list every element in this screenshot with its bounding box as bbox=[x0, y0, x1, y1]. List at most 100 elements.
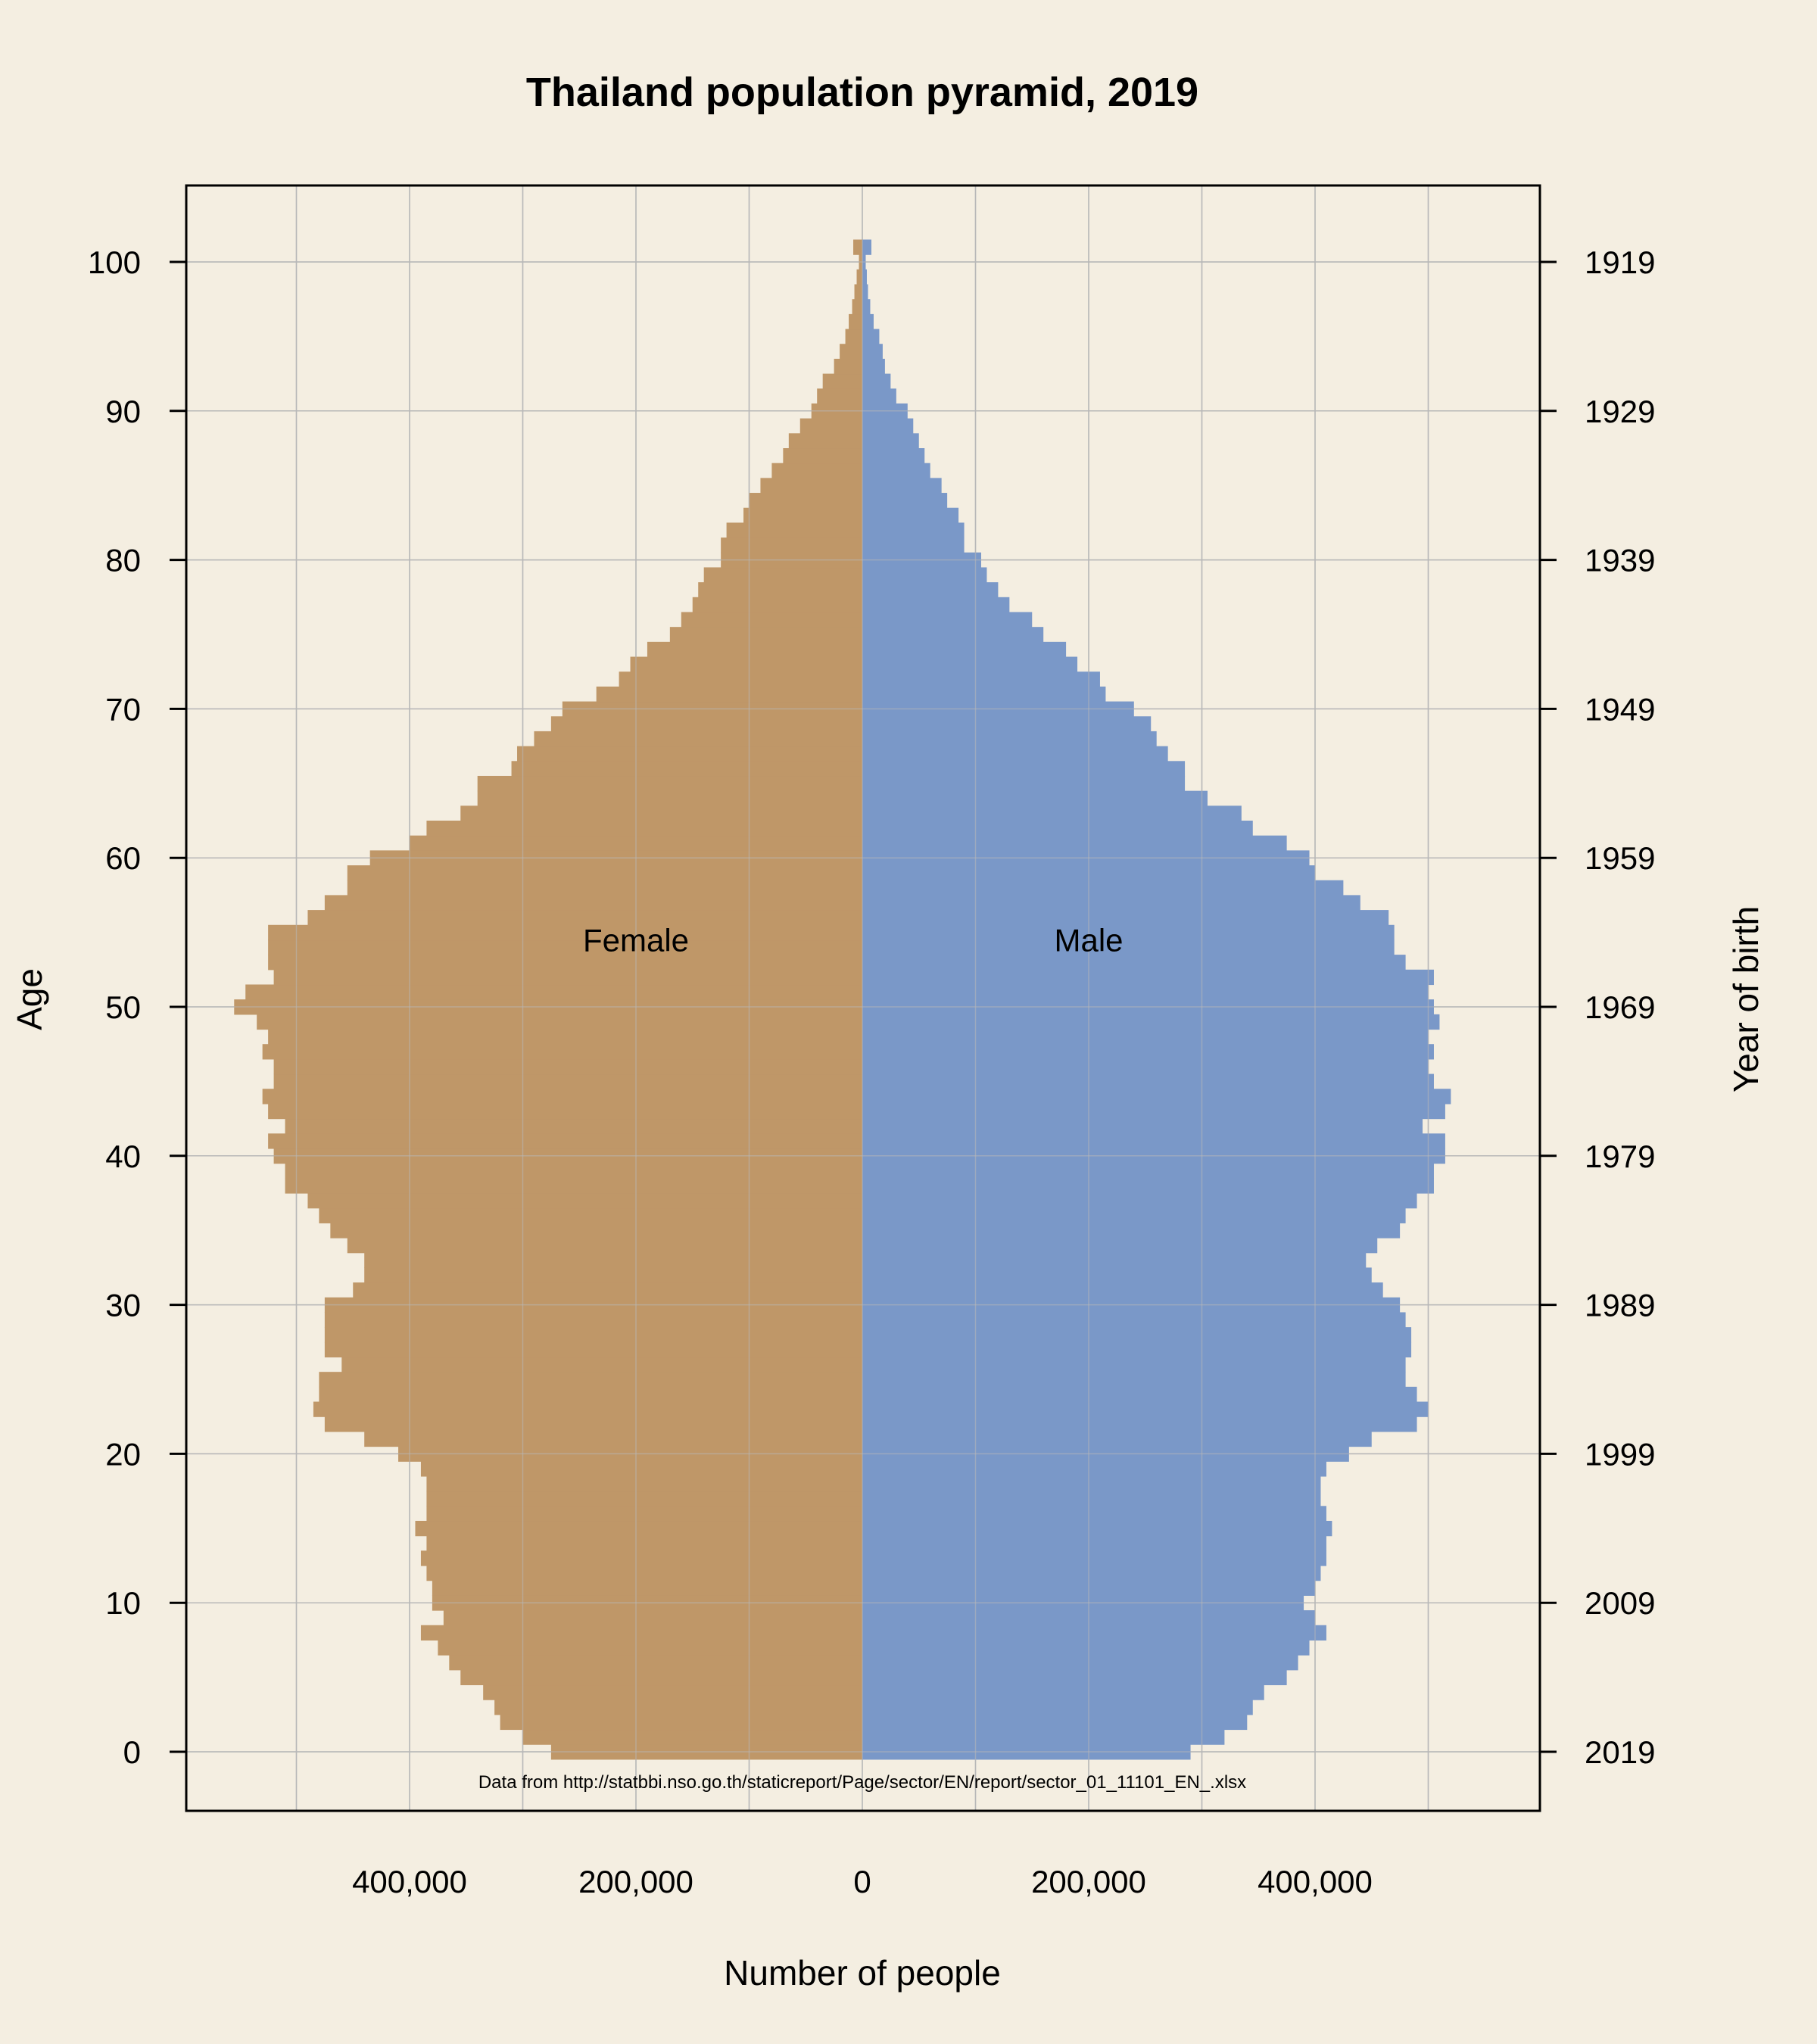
bar-male-age-37 bbox=[862, 1193, 1417, 1209]
bar-male-age-73 bbox=[862, 656, 1078, 672]
bar-female-age-59 bbox=[347, 865, 862, 881]
bar-male-age-51 bbox=[862, 984, 1429, 1000]
y-tick-label: 70 bbox=[105, 691, 141, 727]
bar-female-age-56 bbox=[307, 910, 862, 926]
bar-female-age-91 bbox=[817, 388, 862, 404]
bar-male-age-47 bbox=[862, 1044, 1434, 1060]
y-tick-label: 60 bbox=[105, 840, 141, 876]
bar-male-age-87 bbox=[862, 448, 925, 464]
bar-female-age-39 bbox=[285, 1163, 862, 1179]
y2-tick-label: 1969 bbox=[1585, 989, 1655, 1025]
bar-female-age-99 bbox=[856, 269, 862, 285]
bar-female-age-76 bbox=[681, 612, 862, 628]
bar-female-age-66 bbox=[511, 761, 862, 777]
bar-male-age-43 bbox=[862, 1103, 1445, 1120]
y2-tick-label: 1919 bbox=[1585, 245, 1655, 280]
bar-female-age-83 bbox=[743, 507, 862, 523]
bar-male-age-36 bbox=[862, 1207, 1406, 1223]
bar-female-age-13 bbox=[420, 1550, 862, 1566]
bar-female-age-23 bbox=[313, 1401, 862, 1417]
bar-male-age-13 bbox=[862, 1550, 1326, 1566]
y2-axis-title: Year of birth bbox=[1726, 906, 1766, 1092]
bar-male-age-41 bbox=[862, 1133, 1445, 1149]
bar-female-age-54 bbox=[268, 939, 862, 955]
bar-male-age-71 bbox=[862, 686, 1106, 703]
bar-male-age-23 bbox=[862, 1401, 1429, 1417]
bar-male-age-6 bbox=[862, 1655, 1298, 1671]
bar-male-age-63 bbox=[862, 805, 1242, 821]
bar-female-age-18 bbox=[426, 1475, 862, 1492]
bar-female-age-47 bbox=[262, 1044, 862, 1060]
bar-female-age-101 bbox=[853, 239, 862, 255]
bar-female-age-95 bbox=[845, 329, 862, 344]
bar-female-age-62 bbox=[426, 821, 862, 837]
bar-male-age-89 bbox=[862, 418, 914, 434]
bar-male-age-65 bbox=[862, 775, 1186, 792]
axis-ticks: 0 2019 10 2009 20 1999 30 1989 40 1979 50 1969 60 195… bbox=[88, 245, 1656, 1899]
bar-male-age-95 bbox=[862, 329, 880, 344]
bar-female-age-2 bbox=[500, 1714, 862, 1731]
bar-female-age-89 bbox=[799, 418, 862, 434]
bar-male-age-5 bbox=[862, 1669, 1287, 1686]
bar-male-age-79 bbox=[862, 567, 987, 583]
bar-female-age-14 bbox=[426, 1535, 862, 1551]
bar-male-age-94 bbox=[862, 344, 883, 360]
x-tick-label: 400,000 bbox=[352, 1864, 467, 1899]
bar-male-age-35 bbox=[862, 1223, 1401, 1239]
bar-male-age-38 bbox=[862, 1178, 1434, 1194]
bar-male-age-27 bbox=[862, 1341, 1412, 1358]
bar-male-age-78 bbox=[862, 582, 999, 598]
bar-male-age-83 bbox=[862, 507, 959, 523]
bar-female-age-38 bbox=[285, 1178, 862, 1194]
bar-male-age-81 bbox=[862, 537, 965, 553]
bar-male-age-48 bbox=[862, 1029, 1429, 1045]
y2-tick-label: 1989 bbox=[1585, 1288, 1655, 1323]
bar-female-age-19 bbox=[420, 1461, 862, 1477]
bar-female-age-55 bbox=[268, 924, 862, 941]
bar-female-age-63 bbox=[460, 805, 862, 821]
bar-male-age-69 bbox=[862, 716, 1152, 732]
bar-male-age-14 bbox=[862, 1535, 1326, 1551]
bar-male-age-24 bbox=[862, 1386, 1417, 1403]
y-tick-label: 30 bbox=[105, 1288, 141, 1323]
bar-male-age-19 bbox=[862, 1461, 1326, 1477]
annotation-male: Male bbox=[1054, 922, 1123, 958]
bar-female-age-81 bbox=[721, 537, 862, 553]
bar-male-age-16 bbox=[862, 1506, 1326, 1522]
bar-female-age-17 bbox=[426, 1491, 862, 1507]
bar-female-age-88 bbox=[788, 433, 862, 449]
bar-female-age-93 bbox=[834, 358, 862, 375]
bar-female-age-7 bbox=[438, 1640, 862, 1656]
bars bbox=[186, 185, 1540, 1811]
bar-female-age-15 bbox=[415, 1520, 862, 1537]
bar-male-age-67 bbox=[862, 746, 1168, 762]
bar-male-age-39 bbox=[862, 1163, 1434, 1179]
bar-female-age-28 bbox=[324, 1327, 862, 1343]
bar-female-age-26 bbox=[341, 1357, 862, 1373]
bar-female-age-48 bbox=[268, 1029, 862, 1045]
bar-male-age-7 bbox=[862, 1640, 1310, 1656]
y2-tick-label: 1939 bbox=[1585, 543, 1655, 578]
bar-male-age-55 bbox=[862, 924, 1395, 941]
bar-male-age-99 bbox=[862, 269, 867, 285]
bar-female-age-84 bbox=[749, 493, 862, 509]
bar-female-age-1 bbox=[522, 1729, 862, 1745]
bar-male-age-4 bbox=[862, 1684, 1264, 1700]
bar-female-age-22 bbox=[324, 1416, 862, 1432]
bar-female-age-27 bbox=[324, 1341, 862, 1358]
bar-female-age-33 bbox=[364, 1252, 862, 1268]
y-tick-label: 20 bbox=[105, 1436, 141, 1472]
bar-female-age-11 bbox=[432, 1580, 862, 1596]
bar-female-age-98 bbox=[854, 284, 862, 300]
bar-female-age-5 bbox=[460, 1669, 862, 1686]
bar-female-age-94 bbox=[840, 344, 862, 360]
bar-female-age-71 bbox=[596, 686, 862, 703]
y-tick-label: 10 bbox=[105, 1585, 141, 1621]
bar-male-age-98 bbox=[862, 284, 868, 300]
plot-frame bbox=[185, 184, 1541, 1812]
bar-male-age-28 bbox=[862, 1327, 1412, 1343]
bar-female-age-69 bbox=[550, 716, 862, 732]
bar-female-age-6 bbox=[449, 1655, 862, 1671]
bar-female-age-35 bbox=[330, 1223, 863, 1239]
